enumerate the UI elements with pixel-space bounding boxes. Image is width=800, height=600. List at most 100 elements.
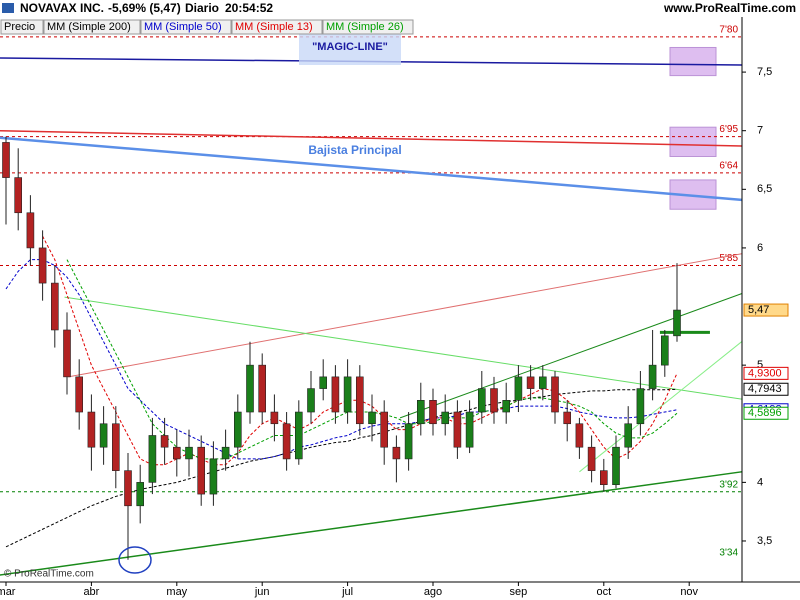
candle-body: [221, 446, 230, 460]
period: Diario: [185, 1, 219, 15]
candle-body: [441, 411, 450, 425]
candle-body: [575, 423, 584, 448]
candle-body: [294, 411, 303, 460]
level-label: 5'85: [719, 253, 738, 264]
legend-item: [322, 19, 414, 35]
x-tick-label: nov: [680, 586, 698, 598]
legend-label: MM (Simple 13): [235, 21, 313, 33]
source: www.ProRealTime.com: [663, 1, 796, 15]
candle-body: [87, 411, 96, 448]
candle-body: [563, 411, 572, 425]
candle-body: [416, 400, 425, 425]
x-tick-label: mar: [0, 586, 16, 598]
candle-body: [270, 411, 279, 425]
candle-body: [636, 388, 645, 425]
trend-line: [579, 341, 742, 473]
candle-body: [136, 482, 144, 507]
level-label: 6'64: [719, 161, 738, 172]
value-box: [743, 406, 789, 420]
trend-line: [68, 253, 742, 378]
trend-line: [399, 293, 742, 419]
annotation-box: [299, 30, 401, 65]
resistance-zone: [669, 46, 717, 77]
trend-line: [64, 296, 742, 400]
annotation: "MAGIC-LINE": [312, 41, 388, 53]
candle-body: [75, 376, 83, 413]
legend: Precio MM (Simple 200) MM (Simple 50) MM (S…: [0, 19, 414, 35]
candle-body: [380, 411, 389, 448]
app-icon: [2, 3, 14, 13]
candle-body: [258, 364, 267, 413]
candle-body: [404, 423, 413, 460]
candle-body: [392, 446, 401, 460]
candle-body: [368, 411, 376, 425]
candle-body: [160, 435, 169, 448]
value-box-label: 5,47: [748, 304, 769, 316]
plot-area: 7'80 6'95 6'64 5'85 3'92 3'34: [0, 25, 742, 576]
copyright: © ProRealTime.com: [4, 569, 94, 580]
resistance-zone: [669, 126, 717, 157]
level-label: 7'80: [719, 25, 738, 36]
candle-body: [599, 470, 608, 486]
x-tick-label: jun: [254, 586, 270, 598]
moving-average: [5, 388, 678, 548]
y-tick-label: 6,5: [757, 183, 772, 195]
level-label: 3'34: [719, 547, 738, 558]
candle-body: [99, 423, 108, 448]
y-tick-label: 4: [757, 476, 763, 488]
candle-body: [246, 364, 254, 413]
candle-body: [477, 388, 486, 413]
candle-body: [50, 282, 59, 331]
legend-label: Precio: [4, 21, 35, 33]
candle-body: [514, 376, 523, 401]
chart-title: NOVAVAX INC.: [20, 1, 104, 15]
y-tick-label: 7,5: [757, 66, 772, 78]
candle-body: [148, 435, 157, 483]
candle-body: [587, 446, 596, 471]
candle-body: [63, 329, 71, 378]
candle-body: [209, 458, 218, 495]
trend-line: [0, 129, 742, 147]
y-tick-label: 6: [757, 242, 763, 254]
candle-body: [551, 376, 559, 413]
legend-item: [0, 19, 44, 35]
legend-label: MM (Simple 50): [144, 21, 222, 33]
highlight-circle: [118, 546, 152, 574]
value-box-label: 4,5896: [748, 407, 782, 419]
candle-body: [173, 446, 181, 460]
candle-body: [624, 423, 633, 448]
candle-body: [38, 247, 47, 284]
legend-item: [140, 19, 232, 35]
moving-average: [5, 259, 678, 460]
y-tick-label: 7: [757, 125, 763, 137]
candle-body: [526, 376, 535, 389]
candle-body: [673, 309, 681, 337]
x-tick-label: sep: [510, 586, 528, 598]
candle-body: [490, 388, 498, 413]
candle-body: [660, 335, 669, 366]
x-tick-label: oct: [596, 586, 611, 598]
x-tick-label: may: [166, 586, 187, 598]
candle-body: [465, 411, 474, 448]
candle-body: [2, 142, 10, 178]
candle-body: [453, 411, 462, 448]
legend-label: MM (Simple 26): [326, 21, 404, 33]
level-label: 6'95: [719, 124, 738, 135]
header-bar: [0, 0, 800, 17]
value-box: [743, 382, 789, 396]
trend-line: [0, 471, 742, 576]
value-box-label: 4,7943: [748, 383, 782, 395]
candle-body: [319, 376, 328, 389]
change: -5,69% (5,47): [108, 1, 181, 15]
legend-item: [231, 19, 323, 35]
candle-body: [648, 364, 657, 389]
level-label: 3'92: [719, 479, 738, 490]
candle-body: [26, 212, 35, 249]
y-tick-label: 5: [757, 359, 763, 371]
candle-body: [612, 446, 620, 486]
candle-body: [124, 470, 132, 507]
candle-body: [538, 376, 547, 389]
candle-body: [502, 400, 511, 413]
value-box: [743, 303, 789, 317]
